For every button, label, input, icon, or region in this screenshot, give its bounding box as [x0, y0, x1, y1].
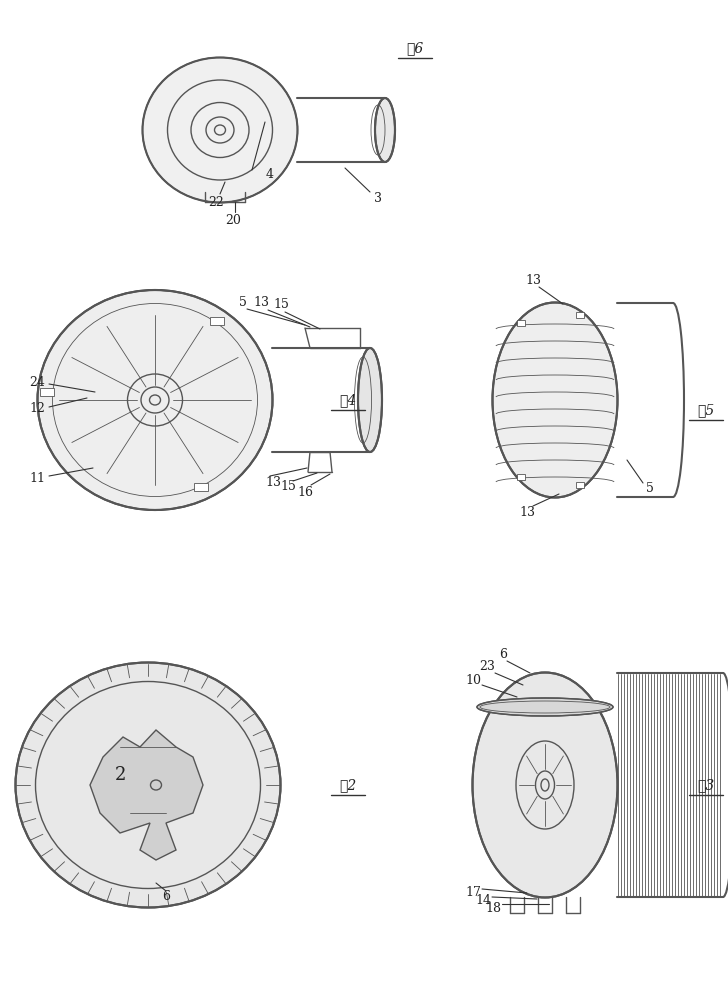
Ellipse shape	[472, 672, 617, 898]
Text: 图4: 图4	[339, 393, 357, 407]
Polygon shape	[90, 730, 203, 860]
FancyBboxPatch shape	[517, 474, 525, 480]
Ellipse shape	[477, 698, 613, 716]
Ellipse shape	[15, 662, 280, 908]
Ellipse shape	[143, 57, 298, 202]
Text: 17: 17	[465, 886, 481, 900]
Text: 13: 13	[519, 506, 535, 518]
Text: 13: 13	[253, 296, 269, 310]
Text: 图3: 图3	[697, 778, 715, 792]
Text: 6: 6	[499, 648, 507, 662]
Text: 23: 23	[479, 660, 495, 674]
Text: 图6: 图6	[406, 41, 424, 55]
Text: 图5: 图5	[697, 403, 715, 417]
Ellipse shape	[358, 348, 382, 452]
Text: 13: 13	[265, 476, 281, 488]
FancyBboxPatch shape	[517, 320, 525, 326]
Text: 16: 16	[297, 486, 313, 498]
Text: 12: 12	[29, 401, 45, 414]
Text: 24: 24	[29, 375, 45, 388]
Ellipse shape	[375, 98, 395, 162]
FancyBboxPatch shape	[577, 482, 585, 488]
Text: 15: 15	[280, 481, 296, 493]
Ellipse shape	[38, 290, 272, 510]
Bar	[210, 317, 224, 325]
Text: 6: 6	[162, 890, 170, 904]
Text: 5: 5	[239, 296, 247, 308]
Text: 14: 14	[475, 894, 491, 908]
Text: 3: 3	[374, 192, 382, 205]
Text: 15: 15	[273, 298, 289, 312]
Text: 2: 2	[114, 766, 126, 784]
Text: 5: 5	[646, 482, 654, 494]
Ellipse shape	[493, 302, 617, 497]
Text: 4: 4	[266, 167, 274, 180]
FancyBboxPatch shape	[577, 312, 585, 318]
Bar	[194, 483, 207, 491]
Text: 10: 10	[465, 674, 481, 686]
Text: 22: 22	[208, 196, 224, 209]
Text: 20: 20	[225, 214, 241, 227]
Text: 18: 18	[485, 902, 501, 916]
Text: 图2: 图2	[339, 778, 357, 792]
Text: 11: 11	[29, 472, 45, 485]
Bar	[41, 388, 55, 396]
Text: 13: 13	[525, 273, 541, 286]
